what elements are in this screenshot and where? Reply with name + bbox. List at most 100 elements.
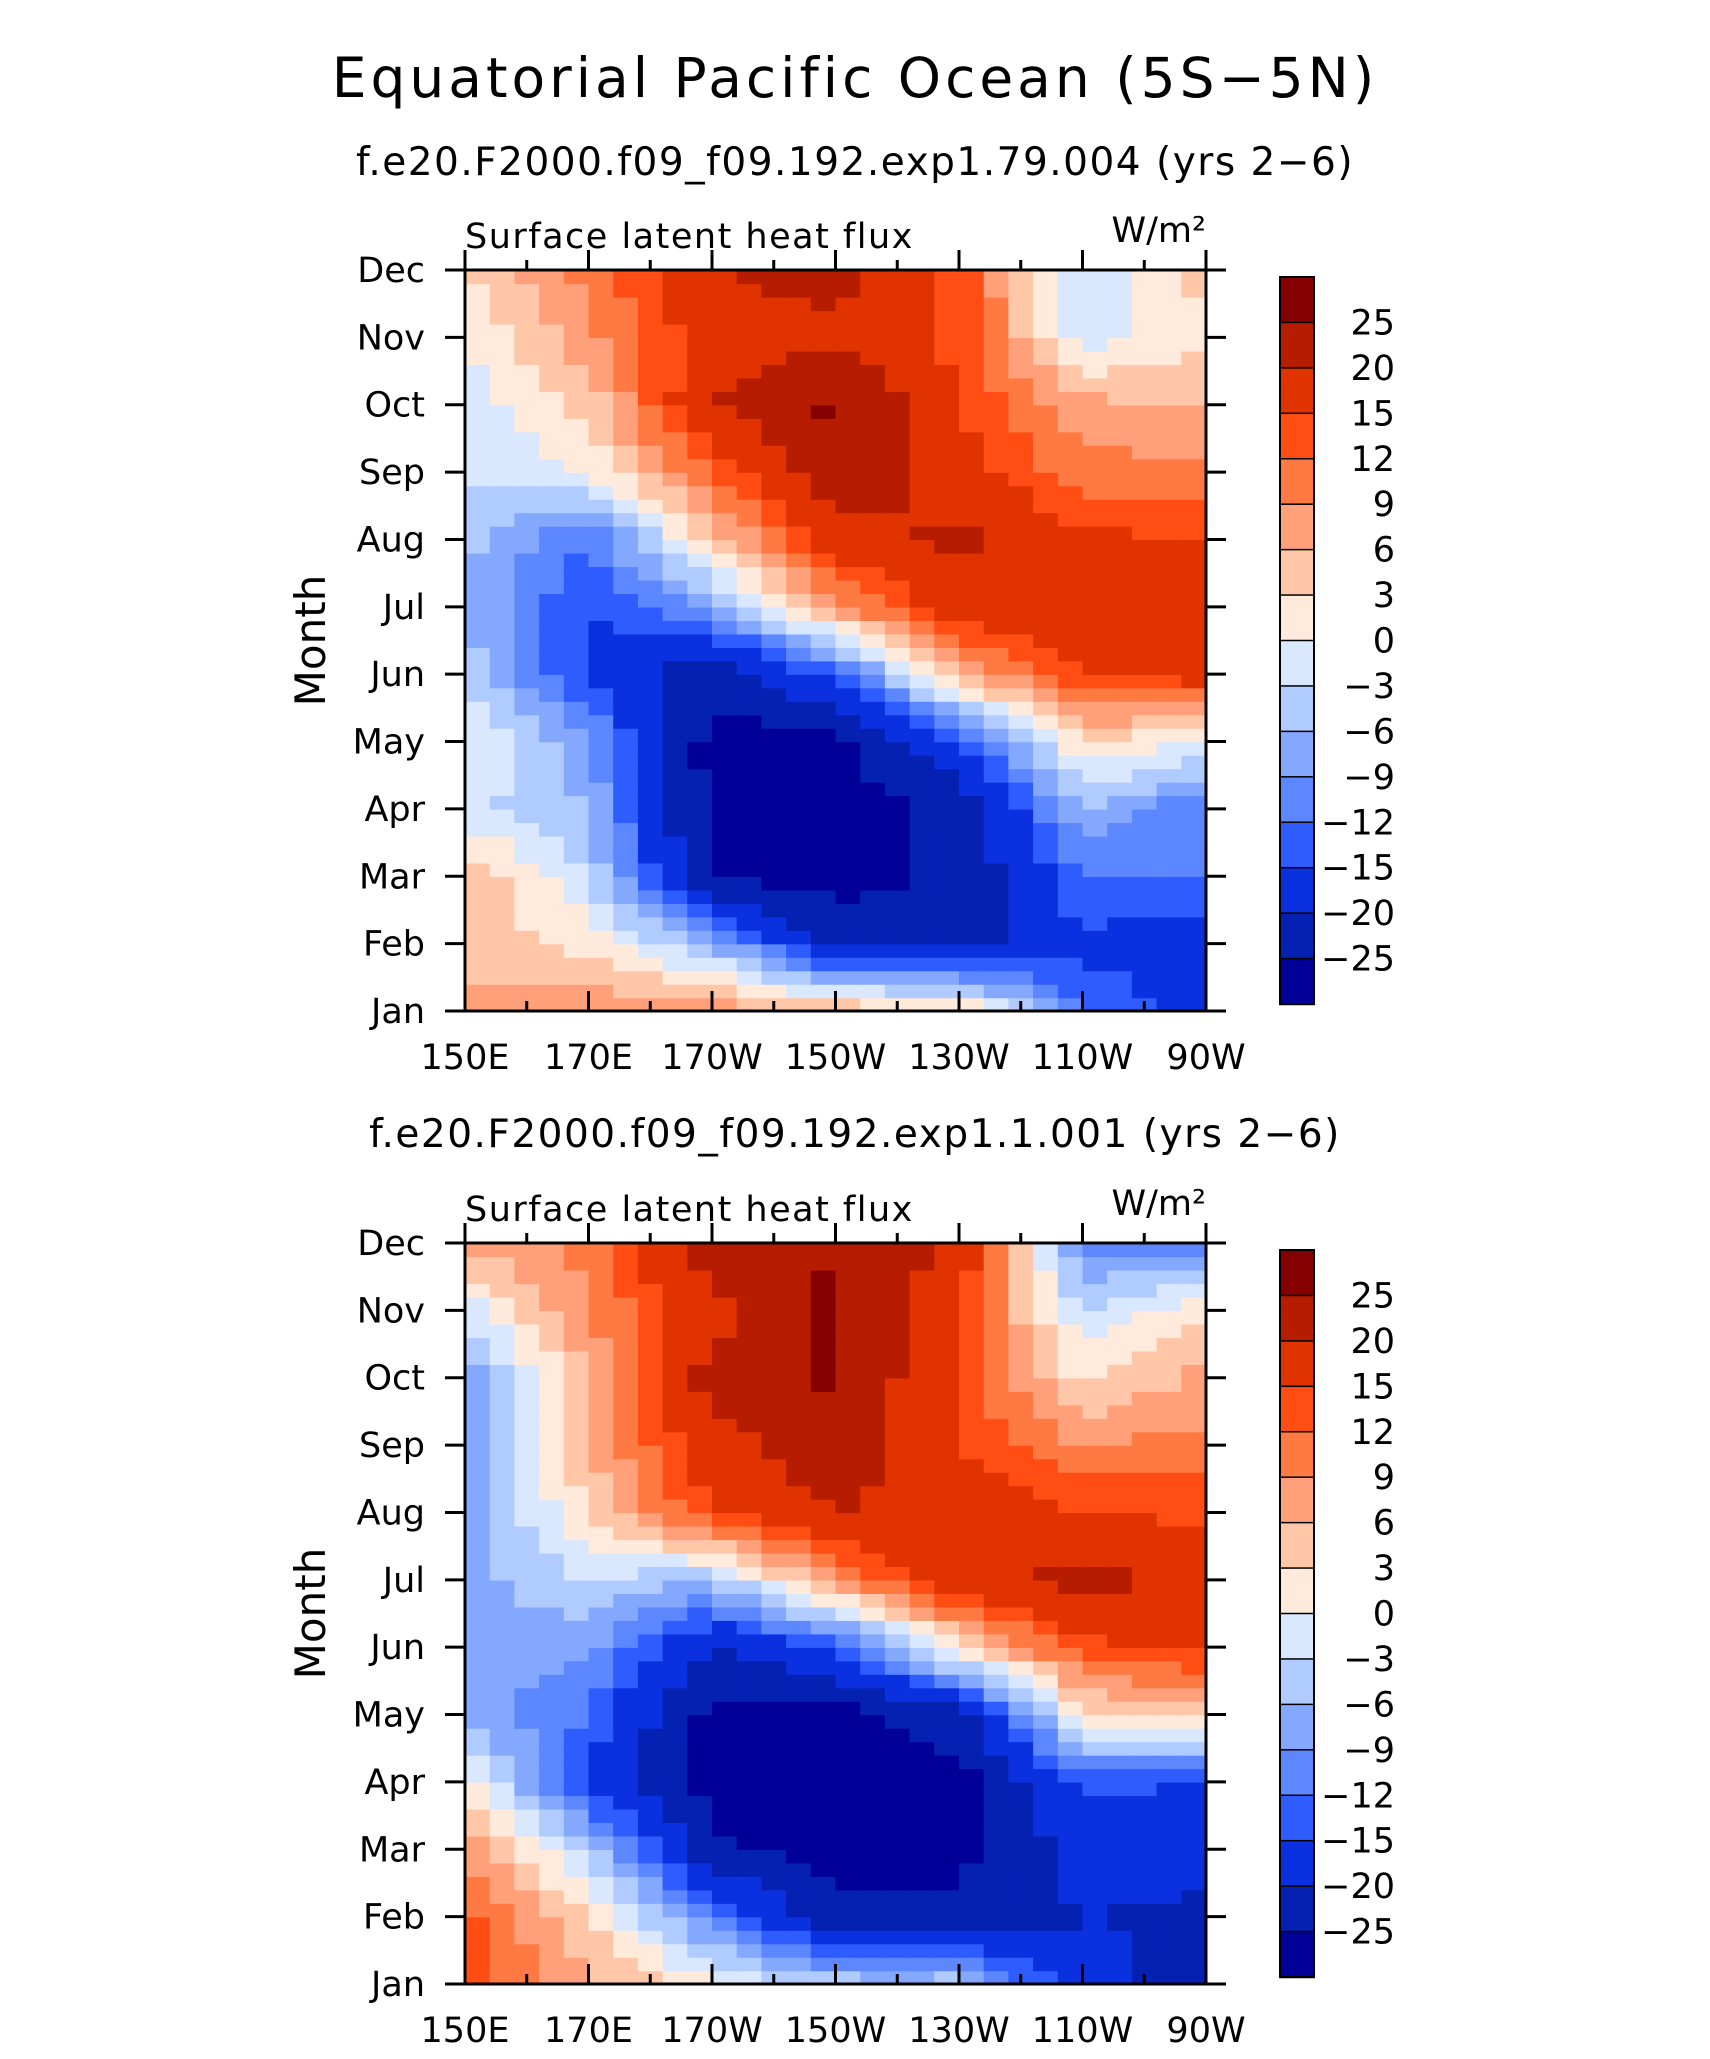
- field-cell: [786, 458, 812, 473]
- field-cell: [1057, 458, 1084, 473]
- field-cell: [884, 1391, 911, 1406]
- field-cell: [712, 1269, 738, 1285]
- field-cell: [934, 364, 960, 379]
- field-cell: [860, 391, 886, 406]
- field-cell: [1033, 512, 1059, 527]
- field-cell: [637, 984, 664, 999]
- field-cell: [514, 620, 540, 635]
- field-cell: [884, 377, 911, 392]
- field-cell: [959, 795, 985, 810]
- field-cell: [835, 283, 861, 298]
- field-cell: [712, 930, 738, 945]
- field-cell: [539, 350, 565, 366]
- field-cell: [835, 296, 861, 312]
- field-cell: [1131, 930, 1158, 945]
- field-cell: [860, 1835, 886, 1850]
- field-cell: [1082, 1552, 1108, 1568]
- field-cell: [613, 1593, 639, 1608]
- field-cell: [613, 1795, 639, 1810]
- field-cell: [1008, 1579, 1034, 1594]
- field-cell: [810, 1728, 837, 1743]
- field-cell: [489, 660, 516, 675]
- field-cell: [588, 1377, 614, 1392]
- field-cell: [1008, 943, 1034, 958]
- field-cell: [909, 1498, 935, 1514]
- field-cell: [934, 1714, 960, 1729]
- field-cell: [736, 566, 763, 581]
- field-cell: [539, 458, 565, 473]
- field-cell: [539, 1350, 565, 1365]
- field-cell: [1082, 1525, 1108, 1541]
- field-cell: [983, 916, 1010, 931]
- field-cell: [810, 1916, 837, 1931]
- field-cell: [761, 1620, 787, 1635]
- field-cell: [514, 310, 540, 325]
- field-cell: [1008, 1377, 1034, 1392]
- field-cell: [909, 552, 935, 568]
- field-cell: [489, 903, 516, 918]
- y-tick-label: Aug: [357, 1493, 425, 1533]
- field-cell: [465, 1943, 491, 1958]
- field-cell: [514, 404, 540, 419]
- field-cell: [835, 1593, 861, 1608]
- field-cell: [786, 418, 812, 433]
- field-cell: [662, 1741, 688, 1756]
- field-cell: [539, 1593, 565, 1608]
- field-cell: [934, 1835, 960, 1850]
- field-cell: [1033, 364, 1059, 379]
- field-cell: [514, 1768, 540, 1783]
- field-cell: [860, 1741, 886, 1756]
- field-cell: [687, 1714, 713, 1729]
- field-cell: [465, 579, 491, 595]
- field-cell: [1082, 835, 1108, 851]
- y-axis-label: Month: [286, 1548, 335, 1680]
- field-cell: [786, 1485, 812, 1500]
- field-cell: [613, 930, 639, 945]
- field-cell: [860, 1714, 886, 1729]
- field-cell: [860, 889, 886, 904]
- field-cell: [588, 1714, 614, 1729]
- field-cell: [712, 687, 738, 702]
- field-cell: [835, 633, 861, 648]
- field-cell: [1082, 781, 1108, 797]
- colorbar-label: −9: [1343, 758, 1395, 798]
- field-cell: [465, 377, 491, 392]
- field-cell: [761, 957, 787, 972]
- field-cell: [662, 552, 688, 568]
- field-cell: [637, 701, 664, 716]
- field-cell: [1107, 1418, 1133, 1433]
- field-cell: [687, 445, 713, 460]
- field-cell: [860, 997, 886, 1012]
- field-cell: [465, 552, 491, 568]
- field-cell: [613, 822, 639, 837]
- field-cell: [983, 1323, 1010, 1339]
- field-cell: [1057, 579, 1084, 595]
- field-cell: [835, 1674, 861, 1689]
- field-cell: [1057, 835, 1084, 851]
- field-cell: [835, 1310, 861, 1325]
- field-cell: [687, 552, 713, 568]
- field-cell: [1131, 404, 1158, 419]
- field-cell: [489, 431, 516, 446]
- field-cell: [1131, 606, 1158, 621]
- field-cell: [1008, 539, 1034, 554]
- field-cell: [909, 1808, 935, 1824]
- field-cell: [736, 903, 763, 918]
- field-cell: [1181, 377, 1207, 392]
- field-cell: [1082, 714, 1108, 729]
- y-tick-label: Jun: [368, 655, 425, 695]
- field-cell: [588, 620, 614, 635]
- field-cell: [1156, 525, 1182, 541]
- field-cell: [959, 579, 985, 595]
- field-cell: [465, 660, 491, 675]
- field-cell: [835, 1876, 861, 1891]
- field-cell: [810, 997, 837, 1012]
- field-cell: [835, 647, 861, 662]
- field-cell: [1131, 283, 1158, 298]
- field-cell: [860, 1364, 886, 1379]
- field-cell: [884, 1525, 911, 1541]
- field-cell: [1033, 472, 1059, 487]
- field-cell: [1033, 1822, 1059, 1837]
- field-cell: [687, 1485, 713, 1500]
